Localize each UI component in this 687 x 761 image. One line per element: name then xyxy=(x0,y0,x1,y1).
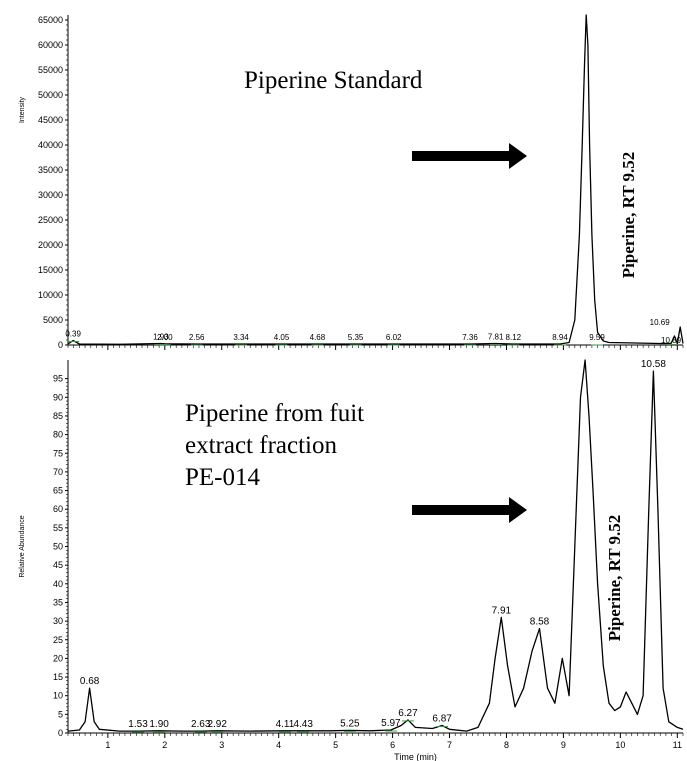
y-tick-label: 20 xyxy=(53,653,63,663)
y-tick-label: 15000 xyxy=(38,265,63,275)
peak-label: 10.89 xyxy=(661,336,682,345)
y-tick-label: 0 xyxy=(58,340,63,350)
peak-label: 4.11 xyxy=(276,719,295,730)
y-tick-label: 25000 xyxy=(38,215,63,225)
x-tick-label: 7 xyxy=(447,740,452,750)
x-axis-label: Time (min) xyxy=(394,752,437,761)
chromatogram-trace xyxy=(67,14,684,345)
peak-label: 5.25 xyxy=(340,718,360,729)
peak-label: 0.68 xyxy=(80,676,100,687)
peak-label: 5.97 xyxy=(381,718,401,729)
peak-label: 4.68 xyxy=(310,333,326,342)
peak-label: 1.53 xyxy=(128,719,148,730)
x-tick-label: 9 xyxy=(561,740,566,750)
chromatogram-trace xyxy=(67,359,684,732)
arrow-shaft xyxy=(412,505,511,515)
annotation-extract-line-2: extract fraction xyxy=(185,432,337,459)
peak-label: 8.94 xyxy=(552,333,568,342)
y-tick-label: 10000 xyxy=(38,290,63,300)
arrow-shaft xyxy=(412,151,511,161)
x-tick-label: 2 xyxy=(162,740,167,750)
y-tick-label: 35 xyxy=(53,597,63,607)
peak-label: 7.81 xyxy=(488,333,504,342)
peak-label: 9.59 xyxy=(589,333,605,342)
y-axis-label: Intensity xyxy=(19,96,26,123)
y-tick-label: 5000 xyxy=(43,315,63,325)
y-tick-label: 60 xyxy=(53,504,63,514)
x-tick-label: 11 xyxy=(673,740,682,750)
y-axis-label: Relative Abundance xyxy=(19,515,26,577)
y-tick-label: 90 xyxy=(53,392,63,402)
x-tick-label: 8 xyxy=(504,740,509,750)
y-tick-label: 60000 xyxy=(38,40,63,50)
y-tick-label: 5 xyxy=(58,709,63,719)
y-tick-label: 75 xyxy=(53,448,63,458)
arrow-head xyxy=(509,497,527,523)
y-tick-label: 10 xyxy=(53,691,63,701)
y-tick-label: 15 xyxy=(53,672,63,682)
peak-label: 3.34 xyxy=(233,333,249,342)
y-tick-label: 85 xyxy=(53,411,63,421)
annotation-extract-line-1: Piperine from fuit xyxy=(185,400,365,427)
x-tick-label: 4 xyxy=(276,740,281,750)
rt-label: Piperine, RT 9.52 xyxy=(605,515,624,642)
peak-label: 2.00 xyxy=(157,333,173,342)
peak-label: 5.35 xyxy=(348,333,364,342)
x-tick-label: 5 xyxy=(333,740,338,750)
y-tick-label: 45000 xyxy=(38,115,63,125)
peak-label: 10.58 xyxy=(641,359,666,370)
peak-label: 6.27 xyxy=(398,708,418,719)
peak-label: 7.36 xyxy=(462,333,478,342)
y-tick-label: 45 xyxy=(53,560,63,570)
peak-label: 7.91 xyxy=(492,605,512,616)
peak-label: 8.58 xyxy=(530,617,550,628)
annotation-standard: Piperine Standard xyxy=(244,67,423,94)
y-tick-label: 50 xyxy=(53,542,63,552)
rt-label: Piperine, RT 9.52 xyxy=(619,152,638,279)
y-tick-label: 20000 xyxy=(38,240,63,250)
y-tick-label: 80 xyxy=(53,430,63,440)
y-tick-label: 30000 xyxy=(38,190,63,200)
peak-label: 4.05 xyxy=(274,333,290,342)
peak-label: 1.90 xyxy=(149,719,169,730)
y-tick-label: 55 xyxy=(53,523,63,533)
peak-label: 8.12 xyxy=(506,333,522,342)
y-tick-label: 95 xyxy=(53,374,63,384)
peak-label: 2.92 xyxy=(207,719,227,730)
x-tick-label: 6 xyxy=(390,740,395,750)
y-tick-label: 55000 xyxy=(38,65,63,75)
y-tick-label: 30 xyxy=(53,616,63,626)
peak-label: 0.39 xyxy=(65,330,81,339)
peak-label: 2.56 xyxy=(189,333,205,342)
y-tick-label: 65 xyxy=(53,486,63,496)
peak-label: 2.63 xyxy=(191,719,211,730)
piperine-standard-chromatogram: 0 5000 10000 15000 20000 25000 30000 35000 40000… xyxy=(19,14,684,350)
y-tick-label: 65000 xyxy=(38,15,63,25)
peak-label: 4.43 xyxy=(293,719,313,730)
y-tick-label: 40000 xyxy=(38,140,63,150)
peak-label: 6.87 xyxy=(432,714,452,725)
arrow-head xyxy=(509,143,527,169)
peak-label: 10.69 xyxy=(650,318,671,327)
y-tick-label: 40 xyxy=(53,579,63,589)
x-tick-label: 10 xyxy=(615,740,625,750)
y-tick-label: 0 xyxy=(58,728,63,738)
peak-label: 1.93 xyxy=(153,333,169,342)
x-tick-label: 3 xyxy=(219,740,224,750)
peak-label: 6.02 xyxy=(386,333,402,342)
y-tick-label: 70 xyxy=(53,467,63,477)
annotation-extract-line-3: PE-014 xyxy=(185,464,260,491)
x-tick-label: 1 xyxy=(105,740,110,750)
y-tick-label: 35000 xyxy=(38,165,63,175)
y-tick-label: 25 xyxy=(53,635,63,645)
y-tick-label: 50000 xyxy=(38,90,63,100)
